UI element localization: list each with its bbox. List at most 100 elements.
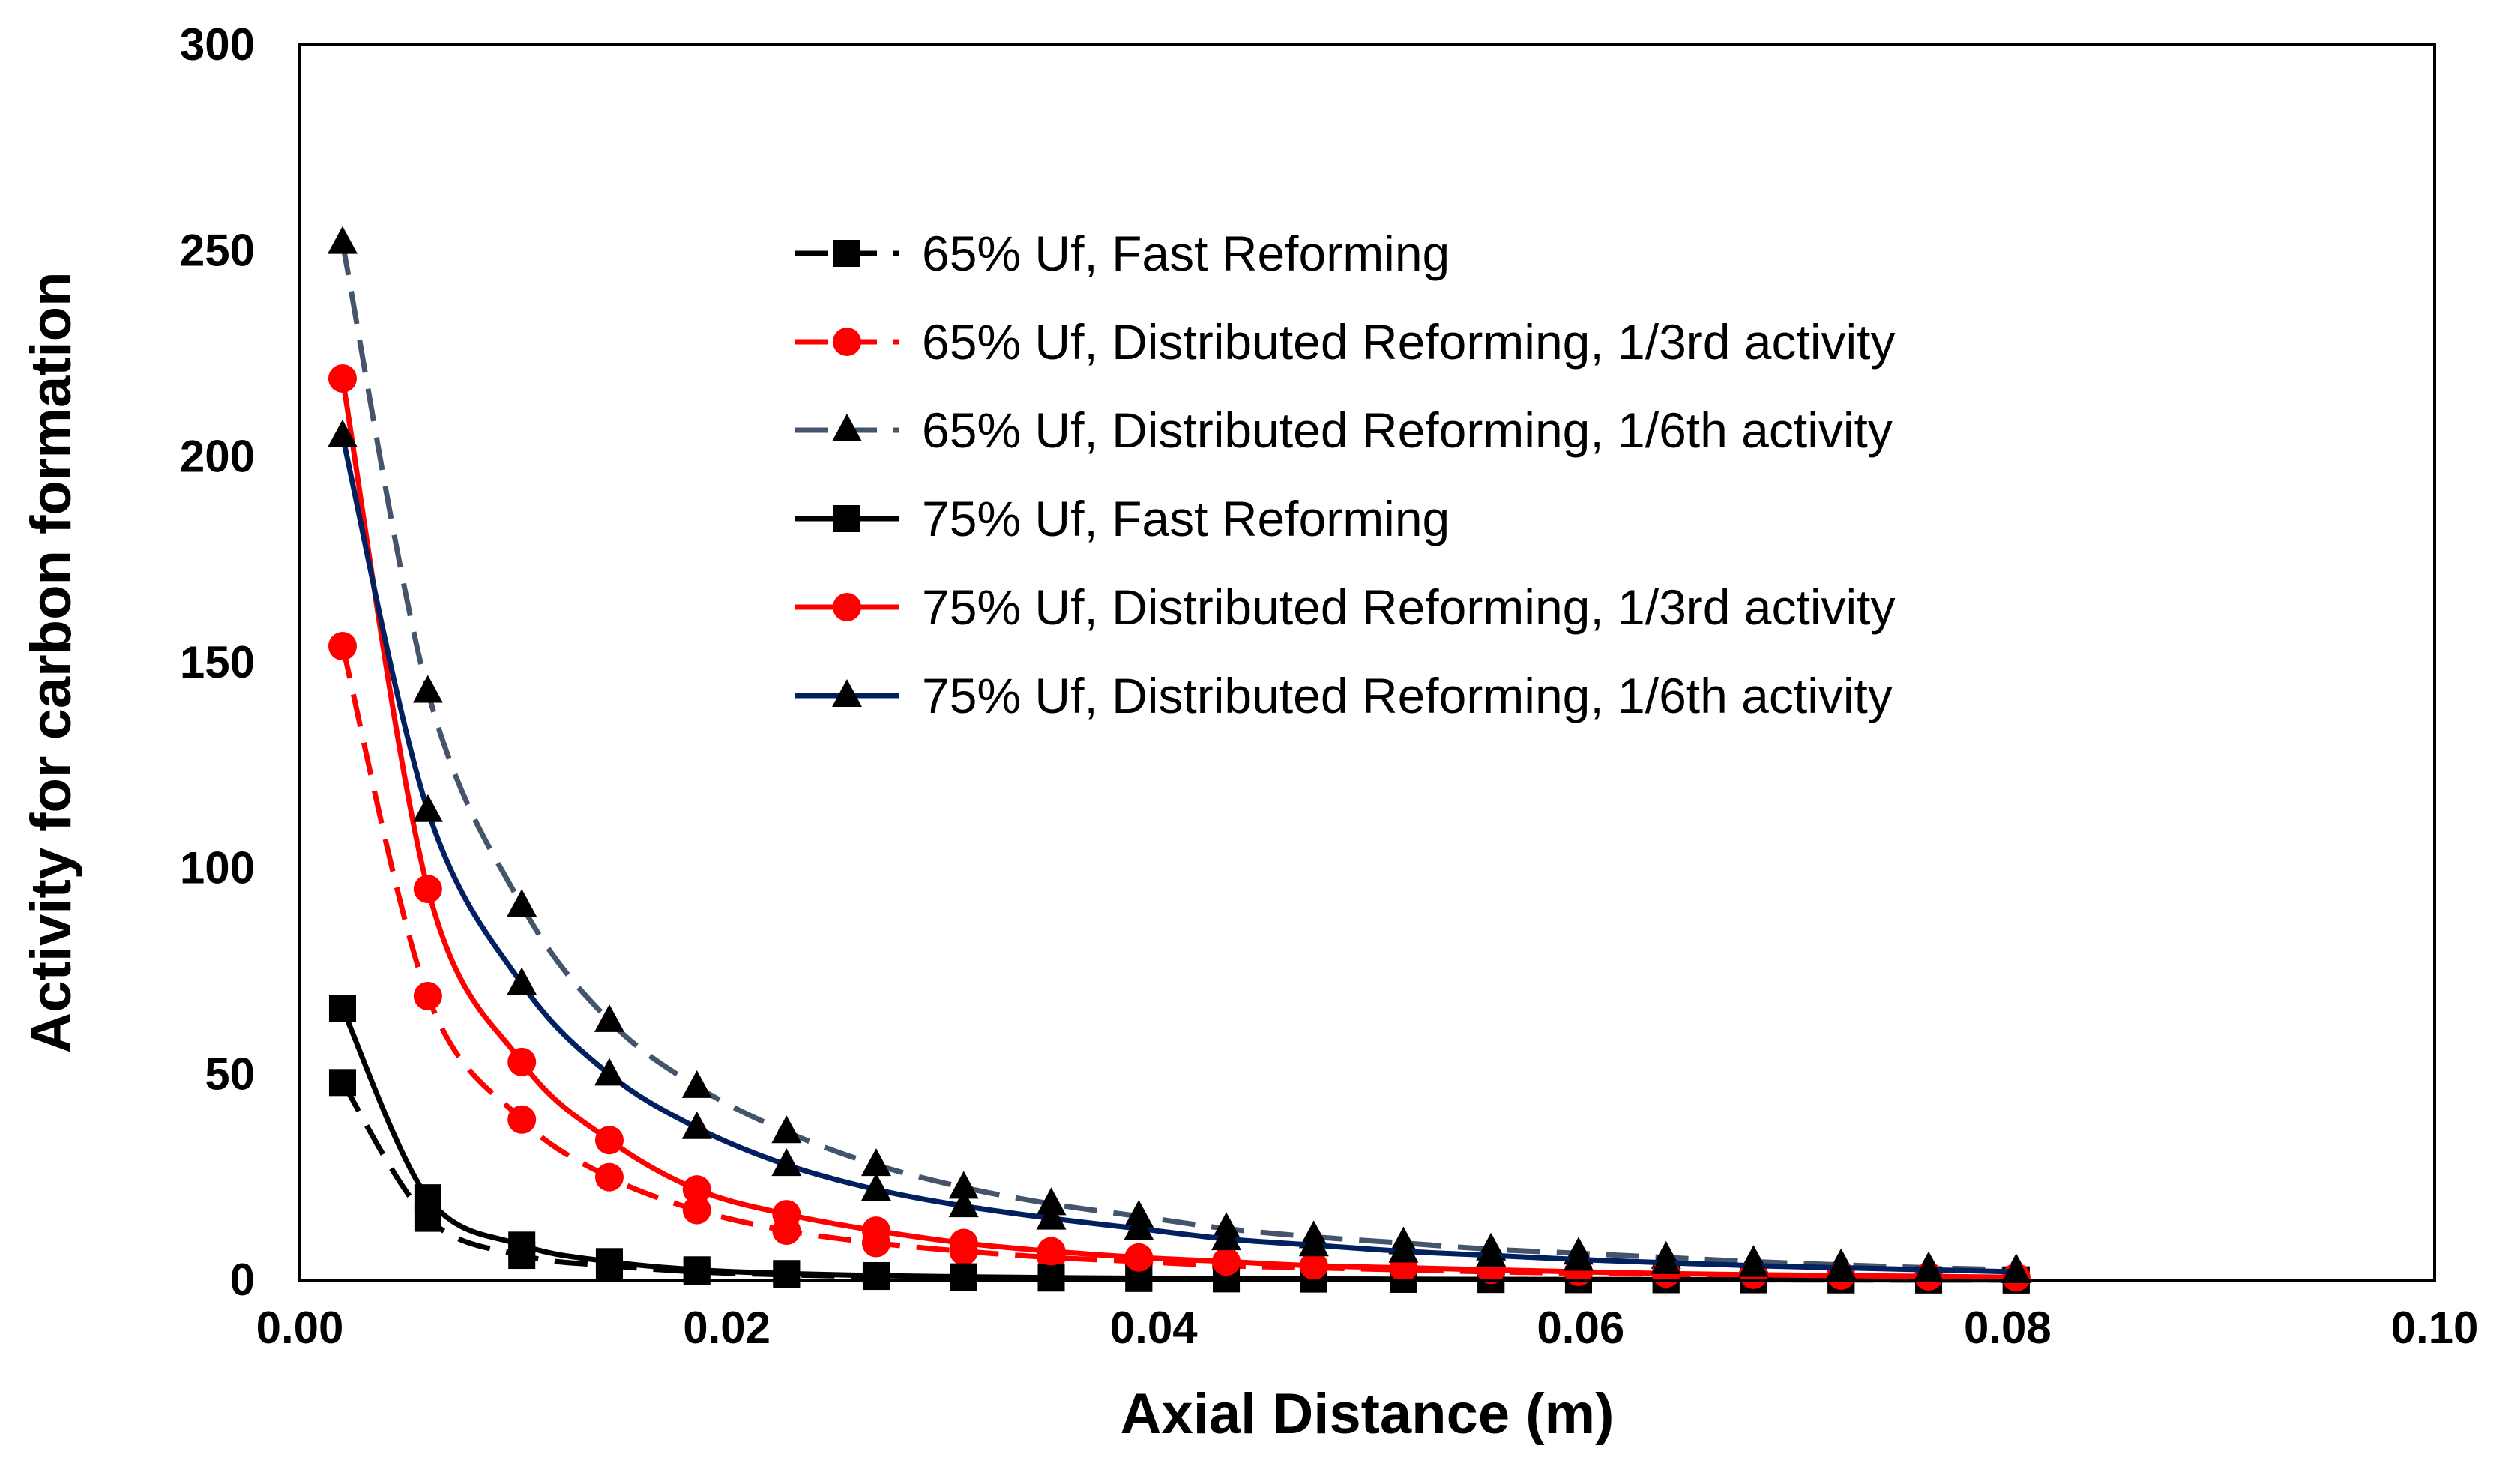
series-layer: [327, 226, 2031, 1294]
data-point: [950, 1263, 977, 1291]
series-line: [340, 1007, 2016, 1283]
legend-item: 75% Uf, Distributed Reforming, 1/3rd act…: [795, 579, 1896, 635]
series-4: [328, 995, 2030, 1294]
data-point: [860, 1173, 891, 1201]
legend-item: 65% Uf, Distributed Reforming, 1/6th act…: [795, 402, 1893, 458]
data-point: [1298, 1228, 1329, 1257]
x-tick-label: 0.10: [2391, 1303, 2479, 1353]
legend-swatch-marker: [833, 240, 860, 267]
y-axis-title: Activity for carbon formation: [19, 272, 83, 1054]
data-point: [507, 967, 537, 995]
data-point: [861, 1216, 890, 1246]
data-point: [1037, 1237, 1066, 1266]
data-point: [412, 675, 443, 703]
data-point: [1124, 1212, 1154, 1240]
data-point: [2001, 1255, 2031, 1284]
data-point: [771, 1148, 802, 1177]
x-axis-title: Axial Distance (m): [1121, 1382, 1615, 1446]
data-point: [595, 1248, 623, 1276]
series-line: [340, 435, 2016, 1275]
data-point: [328, 1069, 356, 1097]
legend-swatch-marker: [832, 679, 862, 707]
data-point: [507, 1105, 537, 1134]
data-point: [328, 364, 357, 393]
data-point: [681, 1070, 712, 1098]
legend-swatch-marker: [833, 505, 860, 532]
data-point: [328, 632, 357, 661]
x-tick-label: 0.08: [1964, 1303, 2052, 1353]
legend-label: 65% Uf, Fast Reforming: [922, 226, 1450, 281]
data-point: [594, 1058, 624, 1086]
data-point: [1299, 1251, 1328, 1280]
data-point: [771, 1115, 802, 1144]
y-tick-label: 50: [205, 1049, 255, 1099]
data-point: [1563, 1243, 1594, 1271]
data-point: [1476, 1239, 1507, 1267]
series-5: [328, 364, 2031, 1292]
data-point: [1914, 1253, 1944, 1282]
data-point: [1212, 1247, 1241, 1276]
data-point: [1036, 1201, 1067, 1230]
legend: 65% Uf, Fast Reforming 65% Uf, Distribute…: [795, 226, 1896, 723]
data-point: [414, 1184, 441, 1212]
data-point: [1388, 1234, 1419, 1263]
tick-layer: 0.00 0.02 0.04 0.06 0.08 0.10 0 50 100 150 200 250 3…: [180, 19, 2479, 1353]
data-point: [594, 1162, 624, 1192]
data-point: [327, 226, 358, 254]
data-point: [682, 1175, 711, 1204]
y-tick-label: 300: [180, 19, 255, 70]
legend-item: 75% Uf, Fast Reforming: [795, 491, 1450, 546]
legend-label: 75% Uf, Distributed Reforming, 1/6th act…: [922, 668, 1893, 723]
data-point: [594, 1004, 624, 1032]
data-point: [682, 1195, 711, 1225]
data-point: [948, 1189, 979, 1218]
legend-label: 65% Uf, Distributed Reforming, 1/6th act…: [922, 402, 1893, 458]
legend-swatch-marker: [833, 328, 861, 356]
data-point: [413, 981, 442, 1010]
legend-swatch-marker: [833, 593, 861, 621]
data-point: [862, 1261, 890, 1289]
data-point: [1211, 1222, 1242, 1251]
data-point: [1738, 1249, 1769, 1277]
legend-label: 75% Uf, Distributed Reforming, 1/3rd act…: [922, 579, 1896, 635]
legend-label: 75% Uf, Fast Reforming: [922, 491, 1450, 546]
data-point: [412, 794, 443, 822]
x-tick-label: 0.00: [256, 1303, 344, 1353]
series-2: [328, 632, 2031, 1292]
data-point: [949, 1228, 978, 1258]
legend-swatch-marker: [832, 414, 862, 441]
data-point: [1826, 1251, 1857, 1279]
y-tick-label: 100: [180, 843, 255, 893]
data-point: [1651, 1246, 1681, 1274]
legend-item: 65% Uf, Distributed Reforming, 1/3rd act…: [795, 314, 1896, 370]
x-tick-label: 0.02: [683, 1303, 771, 1353]
series-line: [340, 645, 2016, 1281]
legend-item: 75% Uf, Distributed Reforming, 1/6th act…: [795, 668, 1893, 723]
legend-label: 65% Uf, Distributed Reforming, 1/3rd act…: [922, 314, 1896, 370]
x-tick-label: 0.06: [1537, 1303, 1624, 1353]
plot-area-frame: [298, 43, 2436, 1282]
series-line: [340, 242, 2016, 1273]
data-point: [508, 1231, 536, 1259]
data-point: [681, 1111, 712, 1139]
data-point: [594, 1126, 624, 1155]
x-tick-label: 0.04: [1110, 1303, 1198, 1353]
y-tick-label: 200: [180, 431, 255, 481]
data-point: [1036, 1187, 1067, 1216]
data-point: [773, 1260, 801, 1288]
y-tick-label: 0: [230, 1255, 255, 1305]
data-point: [860, 1148, 891, 1177]
data-point: [507, 1047, 537, 1076]
data-point: [1124, 1243, 1154, 1272]
data-point: [413, 875, 442, 904]
data-point: [328, 995, 356, 1022]
y-tick-label: 150: [180, 637, 255, 687]
y-tick-label: 250: [180, 226, 255, 276]
series-6: [327, 419, 2031, 1284]
series-line: [340, 1081, 2016, 1283]
data-point: [948, 1171, 979, 1199]
data-point: [772, 1200, 801, 1229]
legend-item: 65% Uf, Fast Reforming: [795, 226, 1450, 281]
data-point: [507, 889, 537, 917]
